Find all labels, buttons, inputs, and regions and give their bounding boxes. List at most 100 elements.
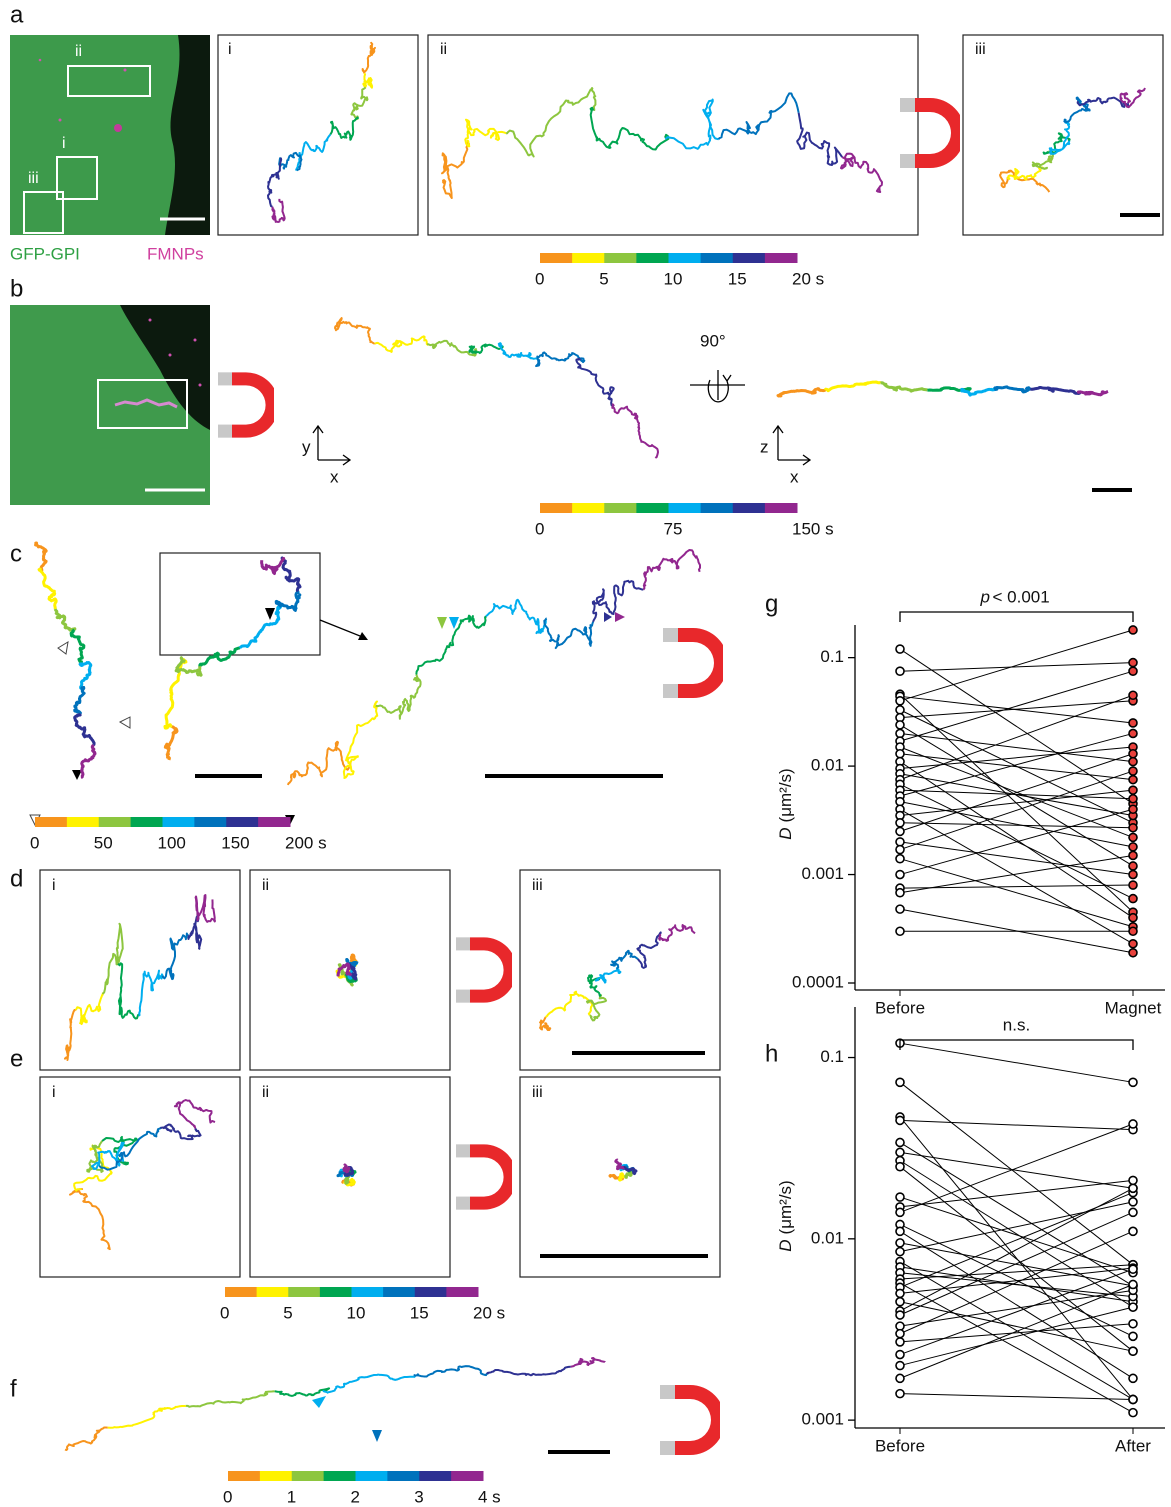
frame (962, 34, 1164, 236)
significance-var: p (980, 587, 990, 606)
colorbar-segment (636, 503, 669, 513)
colorbar-tick-label: 75 (664, 519, 683, 538)
trajectory-segment (839, 152, 883, 193)
y-axis-var: D (776, 827, 795, 839)
data-point (895, 887, 905, 898)
trajectory (441, 87, 883, 199)
colorbar-tick-label: 150 (221, 833, 249, 852)
colorbar-segment (228, 1471, 261, 1481)
pair-line (899, 884, 1134, 889)
x-tick-label: Magnet (1105, 998, 1162, 1017)
trajectory-segment (464, 118, 507, 148)
trajectory-segment (717, 92, 800, 140)
trajectory-segment (658, 924, 696, 942)
data-point (1128, 1183, 1138, 1194)
colorbar-tick-label: 4 s (478, 1487, 501, 1506)
micrograph-a (10, 35, 210, 235)
trajectory-segment (117, 962, 140, 1020)
significance-bracket (899, 1039, 1134, 1050)
data-point (895, 728, 905, 739)
pair-line (899, 1267, 1134, 1294)
data-point (895, 696, 905, 706)
colorbar-tick-label: 0 (223, 1487, 232, 1506)
trajectory-segment (342, 700, 379, 779)
trajectory-segment (441, 140, 471, 199)
trajectory-segment (198, 646, 241, 667)
trajectory-segment (585, 994, 608, 1022)
trajectory-segment (194, 894, 216, 923)
pair-line (899, 1151, 1134, 1189)
trajectory-segment (926, 386, 972, 394)
colorbar-segment (636, 253, 669, 263)
subpanel-label: iii (532, 1084, 543, 1101)
pair-line (899, 1119, 1134, 1131)
roi-label: i (62, 135, 66, 152)
colorbar-tick-label: 50 (94, 833, 113, 852)
trajectory-segment (497, 342, 539, 361)
y-tick-label: 0.1 (820, 1047, 844, 1066)
zoom-arrow (319, 619, 366, 639)
pair-line (899, 753, 1134, 781)
trajectory-segment (329, 116, 360, 141)
pair-line (899, 822, 1134, 829)
trajectory-segment (1048, 120, 1071, 156)
trajectory-segment (37, 567, 58, 610)
colorbar-segment (668, 503, 702, 513)
colorbar-segment (288, 1287, 321, 1297)
trajectory-segment (426, 339, 478, 357)
colorbar-segment (700, 253, 734, 263)
pair-line (899, 1323, 1134, 1343)
pair-line (899, 1230, 1134, 1379)
colorbar-segment (764, 253, 798, 263)
panel-label: h (765, 1040, 778, 1067)
data-point (895, 926, 905, 937)
magnet-icon (456, 937, 512, 1003)
trajectory-segment (614, 1158, 625, 1171)
trajectory-segment (107, 1404, 187, 1429)
pair-line (899, 1166, 1134, 1352)
x-tick-label: Before (875, 998, 925, 1017)
data-point (1128, 666, 1138, 676)
colorbar-segment (540, 253, 573, 263)
pair-line (899, 801, 1134, 848)
colorbar-segment (66, 817, 100, 827)
y-axis-unit: (μm²/s) (776, 1180, 795, 1234)
colorbar-segment (319, 1287, 352, 1297)
frame (427, 34, 919, 236)
data-point (895, 1373, 905, 1384)
data-point (895, 1349, 905, 1360)
data-point (895, 1296, 905, 1307)
data-point (1128, 1407, 1138, 1418)
colorbar-segment (414, 1287, 447, 1297)
data-point (1128, 893, 1138, 904)
trajectory-segment (336, 962, 353, 978)
data-point (1128, 728, 1138, 739)
data-point (1128, 842, 1138, 852)
magnet-icon (456, 1144, 512, 1210)
trajectory-segment (570, 1357, 606, 1368)
pair-line (899, 724, 1134, 867)
data-point (895, 1147, 905, 1158)
colorbar-segment (291, 1471, 325, 1481)
axis-letter: y (302, 437, 311, 456)
pair-line (899, 789, 1134, 817)
trajectory-segment (610, 949, 639, 970)
trajectory (64, 894, 216, 1061)
data-point (1128, 1264, 1138, 1274)
data-point (1128, 947, 1138, 958)
trajectory-segment (374, 335, 429, 353)
colorbar-tick-label: 100 (158, 833, 186, 852)
trajectory-segment (591, 579, 644, 623)
colorbar-tick-label: 5 (599, 269, 608, 288)
colorbar-segment (259, 1471, 293, 1481)
data-point (1128, 766, 1138, 776)
trajectory-segment (617, 1172, 626, 1182)
data-point (895, 1360, 905, 1371)
colorbar-tick-label: 15 (410, 1303, 429, 1322)
colorbar-segment (604, 503, 637, 513)
arrowhead (372, 1430, 382, 1442)
trajectory-segment (375, 674, 422, 720)
pair-line (899, 808, 1134, 945)
data-point (1128, 774, 1138, 785)
frame (39, 869, 241, 1071)
